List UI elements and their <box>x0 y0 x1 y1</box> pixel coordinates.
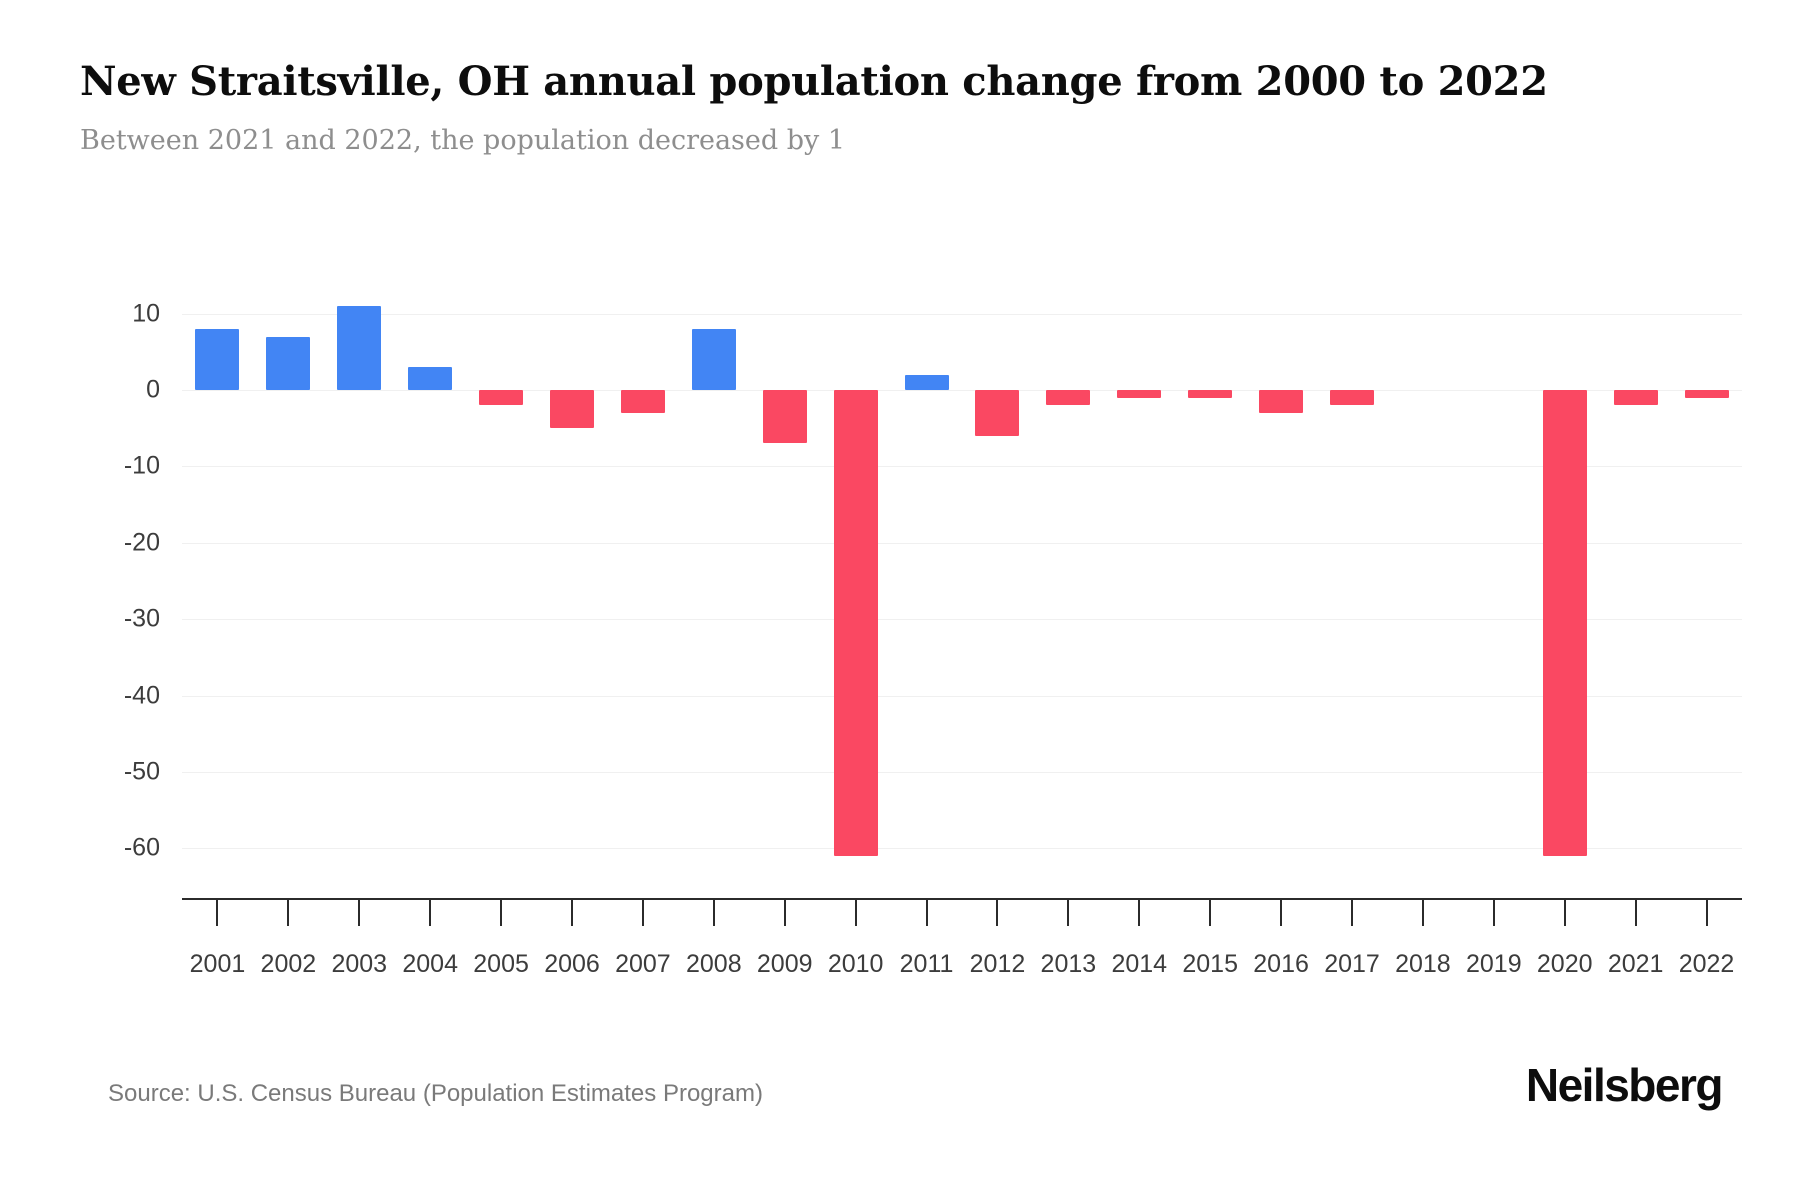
bars-group <box>182 0 1742 1200</box>
bar-2014[interactable] <box>1117 390 1162 398</box>
x-axis-label-2013: 2013 <box>1040 950 1097 978</box>
gridline--60 <box>182 848 1742 850</box>
x-axis-tick <box>429 900 432 926</box>
bar-2021[interactable] <box>1613 390 1658 406</box>
x-axis-tick <box>1067 900 1070 926</box>
chart-header: New Straitsville, OH annual population c… <box>80 58 1720 156</box>
bar-2015[interactable] <box>1188 390 1233 398</box>
page-title: New Straitsville, OH annual population c… <box>80 58 1548 105</box>
bar-2004[interactable] <box>408 367 453 390</box>
x-axis-tick <box>1705 900 1708 926</box>
y-axis-label: -30 <box>123 604 160 633</box>
brand-logo: Neilsberg <box>1525 1059 1724 1111</box>
bar-2002[interactable] <box>266 336 311 390</box>
bar-2013[interactable] <box>1046 390 1091 406</box>
bar-2003[interactable] <box>337 305 382 390</box>
bar-2001[interactable] <box>195 328 240 390</box>
y-axis-label: 0 <box>146 375 160 404</box>
x-axis-tick <box>996 900 999 926</box>
gridline--20 <box>182 542 1742 544</box>
bar-2011[interactable] <box>904 374 949 390</box>
x-axis-label-2005: 2005 <box>473 950 529 978</box>
x-axis-label-2020: 2020 <box>1536 950 1593 978</box>
x-axis-label-2015: 2015 <box>1182 950 1238 978</box>
bar-2016[interactable] <box>1259 390 1304 413</box>
x-axis-tick <box>641 900 644 926</box>
x-axis-label-2007: 2007 <box>615 950 671 978</box>
x-axis-tick <box>925 900 928 926</box>
bar-2017[interactable] <box>1330 390 1374 406</box>
x-axis-label-2022: 2022 <box>1678 950 1735 978</box>
chart-subtitle: Between 2021 and 2022, the population de… <box>80 125 846 156</box>
x-axis-label-2012: 2012 <box>969 950 1026 978</box>
x-axis-label-2017: 2017 <box>1324 950 1380 978</box>
x-axis-tick <box>1209 900 1212 926</box>
bar-2012[interactable] <box>975 390 1020 436</box>
y-axis-label: -50 <box>123 757 160 786</box>
x-axis-tick <box>571 900 573 926</box>
y-axis-label: -40 <box>123 681 160 710</box>
x-axis-label-2004: 2004 <box>402 950 458 978</box>
x-axis-tick <box>1280 900 1283 926</box>
x-axis-label-2008: 2008 <box>686 950 742 978</box>
bar-2006[interactable] <box>550 390 594 429</box>
gridline--10 <box>182 466 1742 468</box>
x-axis-label-2010: 2010 <box>827 950 884 978</box>
source-note: Source: U.S. Census Bureau (Population E… <box>108 1080 763 1107</box>
gridline--30 <box>182 619 1742 621</box>
y-axis-label: -10 <box>123 451 160 480</box>
x-axis-tick <box>216 900 219 926</box>
gridline-0 <box>182 390 1742 391</box>
x-axis-label-2006: 2006 <box>544 950 600 978</box>
bar-2007[interactable] <box>620 390 665 413</box>
x-axis-tick <box>1351 900 1353 926</box>
x-axis-label-2016: 2016 <box>1253 950 1309 978</box>
x-axis-tick <box>500 900 503 926</box>
bar-2022[interactable] <box>1684 390 1729 398</box>
bar-2008[interactable] <box>691 328 736 390</box>
x-axis-label-2003: 2003 <box>331 950 388 978</box>
x-axis-tick <box>1492 900 1495 926</box>
gridline--40 <box>182 695 1742 697</box>
bar-2020[interactable] <box>1542 390 1587 857</box>
x-axis-tick <box>287 900 290 926</box>
x-axis-label-2011: 2011 <box>899 950 954 978</box>
bar-2010[interactable] <box>833 390 878 857</box>
gridline--50 <box>182 772 1742 773</box>
x-axis-label-2001: 2001 <box>189 950 246 978</box>
x-axis-tick <box>712 900 715 926</box>
x-axis-label-2021: 2021 <box>1607 950 1664 978</box>
x-axis-label-2014: 2014 <box>1111 950 1168 978</box>
y-axis-label: -20 <box>123 528 160 557</box>
x-axis-tick <box>1634 900 1637 926</box>
x-axis-tick <box>1138 900 1141 926</box>
x-axis-tick <box>1421 900 1424 926</box>
x-axis-line <box>182 898 1742 900</box>
bar-2005[interactable] <box>479 390 524 406</box>
x-axis-tick <box>783 900 786 926</box>
y-axis-label: -60 <box>123 833 160 862</box>
y-axis-label: 10 <box>132 299 160 328</box>
x-axis-tick <box>358 900 361 926</box>
x-axis-tick <box>854 900 857 926</box>
x-axis-label-2018: 2018 <box>1395 950 1451 978</box>
x-axis-label-2019: 2019 <box>1466 950 1522 978</box>
x-axis-label-2009: 2009 <box>756 950 813 978</box>
x-axis-tick <box>1563 900 1566 926</box>
gridline-10 <box>182 313 1742 315</box>
x-axis-label-2002: 2002 <box>260 950 317 978</box>
bar-2009[interactable] <box>762 390 807 444</box>
